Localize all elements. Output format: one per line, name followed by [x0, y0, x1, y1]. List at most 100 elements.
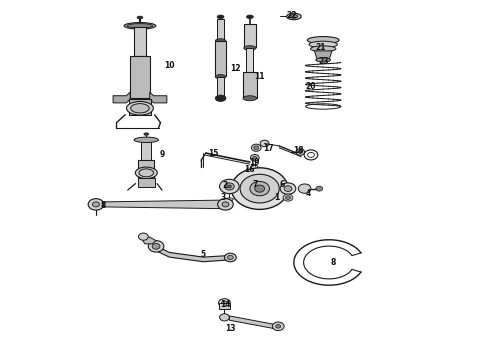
Polygon shape [142, 235, 156, 244]
Bar [244, 24, 256, 47]
Ellipse shape [124, 23, 156, 29]
Circle shape [88, 199, 104, 210]
Circle shape [224, 183, 234, 190]
Circle shape [231, 168, 288, 210]
Ellipse shape [290, 15, 298, 18]
Ellipse shape [309, 41, 337, 48]
Text: 1: 1 [274, 193, 279, 202]
Ellipse shape [215, 95, 226, 102]
Circle shape [286, 196, 291, 199]
Bar [246, 48, 253, 72]
Bar [215, 41, 226, 76]
Text: 10: 10 [164, 61, 174, 70]
Bar [243, 72, 257, 98]
Text: 4: 4 [306, 189, 311, 198]
Text: 22: 22 [286, 10, 296, 19]
Circle shape [227, 185, 231, 188]
Ellipse shape [307, 37, 339, 44]
Polygon shape [113, 92, 130, 103]
Text: 17: 17 [263, 144, 274, 153]
Polygon shape [152, 244, 233, 262]
Circle shape [251, 144, 261, 151]
Ellipse shape [135, 167, 157, 179]
Circle shape [253, 156, 257, 159]
Bar [138, 178, 155, 187]
Ellipse shape [139, 169, 154, 177]
Ellipse shape [215, 75, 226, 79]
Circle shape [240, 174, 279, 203]
Polygon shape [150, 92, 167, 103]
Circle shape [227, 255, 233, 260]
Circle shape [296, 149, 305, 155]
Polygon shape [229, 316, 273, 328]
Ellipse shape [311, 46, 336, 51]
Text: 12: 12 [230, 64, 241, 73]
Circle shape [224, 253, 236, 262]
Bar [142, 140, 151, 160]
Polygon shape [315, 51, 332, 60]
Text: 19: 19 [249, 158, 260, 167]
Text: 16: 16 [245, 165, 255, 174]
Text: 3: 3 [220, 193, 225, 202]
Circle shape [260, 140, 269, 147]
Circle shape [222, 202, 229, 207]
Circle shape [220, 179, 239, 194]
Ellipse shape [134, 137, 159, 143]
Text: 18: 18 [294, 146, 304, 155]
Ellipse shape [127, 24, 153, 28]
Text: 20: 20 [306, 82, 316, 91]
Ellipse shape [316, 58, 331, 62]
Text: 15: 15 [208, 149, 219, 158]
Circle shape [250, 181, 270, 196]
Ellipse shape [126, 102, 153, 115]
Circle shape [152, 243, 160, 249]
Bar [130, 56, 150, 98]
Text: 8: 8 [330, 258, 336, 267]
Text: 11: 11 [254, 72, 265, 81]
Circle shape [280, 183, 296, 194]
Ellipse shape [215, 39, 226, 43]
Circle shape [250, 154, 259, 161]
Ellipse shape [243, 96, 257, 101]
Ellipse shape [144, 133, 149, 135]
Circle shape [283, 194, 293, 201]
Ellipse shape [246, 15, 253, 19]
Bar [134, 27, 147, 56]
Circle shape [220, 314, 229, 321]
Bar [217, 77, 224, 98]
Ellipse shape [217, 15, 224, 19]
Text: 7: 7 [252, 180, 257, 189]
Ellipse shape [287, 13, 301, 20]
Polygon shape [104, 200, 224, 209]
Text: 5: 5 [201, 250, 206, 259]
Text: 13: 13 [225, 324, 236, 333]
Circle shape [93, 202, 99, 207]
Bar [139, 160, 154, 178]
Circle shape [284, 186, 292, 192]
Text: 21: 21 [316, 43, 326, 52]
Circle shape [298, 184, 311, 193]
Bar [129, 99, 151, 116]
Circle shape [254, 146, 259, 149]
Circle shape [276, 324, 281, 328]
Circle shape [316, 186, 323, 191]
Text: 2: 2 [223, 181, 228, 190]
Circle shape [255, 185, 265, 192]
Ellipse shape [131, 104, 149, 113]
Ellipse shape [244, 46, 256, 50]
Circle shape [218, 199, 233, 210]
Circle shape [272, 322, 284, 330]
Bar [219, 303, 230, 309]
Text: 9: 9 [159, 150, 165, 159]
Ellipse shape [137, 16, 143, 19]
Bar [217, 19, 224, 40]
Circle shape [148, 240, 164, 252]
Circle shape [139, 233, 148, 240]
Text: 23: 23 [318, 57, 328, 66]
Text: 8: 8 [100, 201, 106, 210]
Text: 6: 6 [279, 180, 284, 189]
Text: 14: 14 [220, 300, 231, 309]
Circle shape [221, 301, 227, 305]
Circle shape [298, 150, 302, 153]
Ellipse shape [225, 198, 233, 201]
